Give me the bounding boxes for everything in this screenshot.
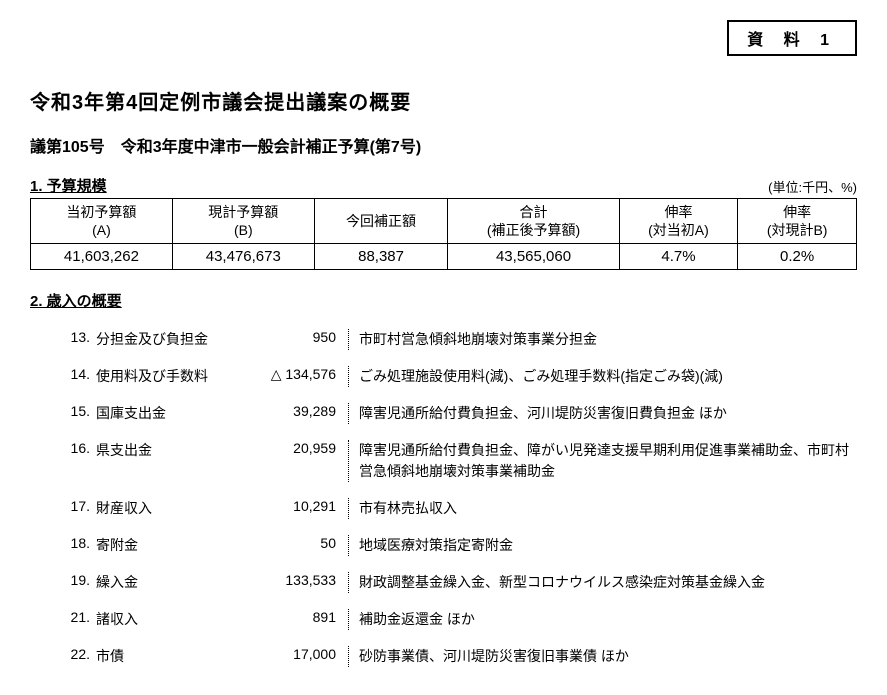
revenue-amount: 20,959 [246,440,348,482]
col-b: 現計予算額(B) [172,199,314,244]
revenue-row: 17.財産収入10,291市有林売払収入 [30,490,857,527]
document-label: 資 料 1 [727,20,857,56]
val-rate-a: 4.7% [619,244,738,270]
revenue-row: 16.県支出金20,959障害児通所給付費負担金、障がい児発達支援早期利用促進事… [30,432,857,490]
revenue-number: 16. [30,440,96,482]
revenue-name: 分担金及び負担金 [96,329,246,350]
revenue-row: 21.諸収入891補助金返還金 ほか [30,601,857,638]
col-adj: 今回補正額 [314,199,448,244]
revenue-amount: 133,533 [246,572,348,593]
col-sum: 合計(補正後予算額) [448,199,619,244]
val-adj: 88,387 [314,244,448,270]
revenue-amount: 39,289 [246,403,348,424]
revenue-description: 地域医療対策指定寄附金 [348,535,857,556]
revenue-number: 19. [30,572,96,593]
col-a: 当初予算額(A) [31,199,173,244]
revenue-number: 21. [30,609,96,630]
sub-title: 議第105号 令和3年度中津市一般会計補正予算(第7号) [30,133,857,157]
revenue-amount: 50 [246,535,348,556]
revenue-number: 17. [30,498,96,519]
revenue-row: 19.繰入金133,533財政調整基金繰入金、新型コロナウイルス感染症対策基金繰… [30,564,857,601]
revenue-row: 14.使用料及び手数料△ 134,576ごみ処理施設使用料(減)、ごみ処理手数料… [30,358,857,395]
revenue-row: 15.国庫支出金39,289障害児通所給付費負担金、河川堤防災害復旧費負担金 ほ… [30,395,857,432]
val-sum: 43,565,060 [448,244,619,270]
revenue-name: 諸収入 [96,609,246,630]
budget-header-row: 当初予算額(A) 現計予算額(B) 今回補正額 合計(補正後予算額) 伸率(対当… [31,199,857,244]
revenue-description: 市有林売払収入 [348,498,857,519]
val-rate-b: 0.2% [738,244,857,270]
revenue-row: 18.寄附金50地域医療対策指定寄附金 [30,527,857,564]
revenue-number: 13. [30,329,96,350]
revenue-name: 財産収入 [96,498,246,519]
revenue-name: 国庫支出金 [96,403,246,424]
budget-data-row: 41,603,262 43,476,673 88,387 43,565,060 … [31,244,857,270]
revenue-number: 18. [30,535,96,556]
revenue-name: 市債 [96,646,246,667]
revenue-list: 13.分担金及び負担金950市町村営急傾斜地崩壊対策事業分担金14.使用料及び手… [30,321,857,675]
revenue-description: 市町村営急傾斜地崩壊対策事業分担金 [348,329,857,350]
section1-title: 1. 予算規模 [30,175,107,196]
budget-table: 当初予算額(A) 現計予算額(B) 今回補正額 合計(補正後予算額) 伸率(対当… [30,198,857,270]
revenue-description: 補助金返還金 ほか [348,609,857,630]
main-title: 令和3年第4回定例市議会提出議案の概要 [30,86,857,115]
revenue-description: 障害児通所給付費負担金、障がい児発達支援早期利用促進事業補助金、市町村営急傾斜地… [348,440,857,482]
val-b: 43,476,673 [172,244,314,270]
revenue-amount: △ 134,576 [246,366,348,387]
revenue-number: 22. [30,646,96,667]
revenue-amount: 17,000 [246,646,348,667]
val-a: 41,603,262 [31,244,173,270]
unit-label: (単位:千円、%) [768,177,857,196]
revenue-description: ごみ処理施設使用料(減)、ごみ処理手数料(指定ごみ袋)(減) [348,366,857,387]
revenue-description: 砂防事業債、河川堤防災害復旧事業債 ほか [348,646,857,667]
revenue-name: 県支出金 [96,440,246,482]
revenue-amount: 891 [246,609,348,630]
revenue-row: 22.市債17,000砂防事業債、河川堤防災害復旧事業債 ほか [30,638,857,675]
revenue-amount: 950 [246,329,348,350]
revenue-number: 14. [30,366,96,387]
revenue-description: 財政調整基金繰入金、新型コロナウイルス感染症対策基金繰入金 [348,572,857,593]
revenue-amount: 10,291 [246,498,348,519]
revenue-name: 使用料及び手数料 [96,366,246,387]
revenue-number: 15. [30,403,96,424]
col-rate-a: 伸率(対当初A) [619,199,738,244]
revenue-name: 寄附金 [96,535,246,556]
col-rate-b: 伸率(対現計B) [738,199,857,244]
revenue-row: 13.分担金及び負担金950市町村営急傾斜地崩壊対策事業分担金 [30,321,857,358]
revenue-name: 繰入金 [96,572,246,593]
section2-title: 2. 歳入の概要 [30,290,857,311]
revenue-description: 障害児通所給付費負担金、河川堤防災害復旧費負担金 ほか [348,403,857,424]
